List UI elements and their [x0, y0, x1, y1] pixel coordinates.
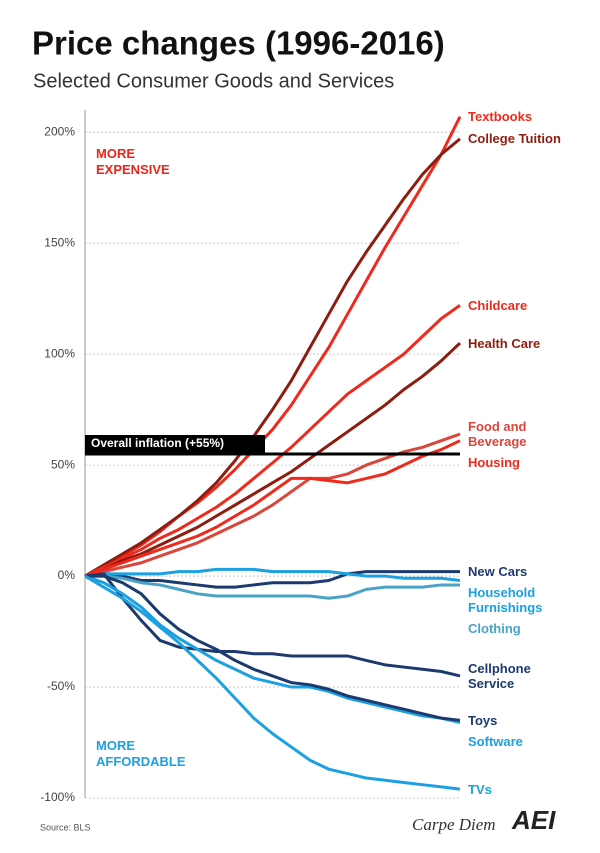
y-tick-label: 150%	[44, 235, 75, 249]
series-line	[84, 115, 462, 578]
series-line	[85, 574, 460, 600]
legend-label: Food and Beverage	[468, 419, 527, 450]
reference-label: Overall inflation (+55%)	[91, 436, 224, 450]
legend-label: Health Care	[468, 335, 541, 351]
reference-label-bg	[85, 435, 265, 453]
chart-subtitle: Selected Consumer Goods and Services	[33, 70, 394, 92]
series-line	[84, 304, 461, 578]
series-line	[84, 574, 461, 725]
series-line	[84, 439, 461, 578]
annotation: MORE AFFORDABLE	[96, 738, 186, 769]
legend-label: New Cars	[468, 564, 528, 580]
legend-label: Childcare	[468, 297, 528, 313]
y-tick-label: 50%	[51, 457, 75, 471]
y-tick-label: 100%	[44, 346, 75, 360]
legend-label: Cellphone Service	[468, 660, 531, 691]
series-line	[84, 341, 462, 578]
series-line	[84, 574, 461, 791]
legend-label: Toys	[468, 712, 498, 728]
legend-label: Household Furnishings	[468, 585, 543, 616]
y-tick-label: 200%	[44, 124, 75, 138]
series-line	[85, 574, 461, 722]
series-line	[84, 567, 461, 582]
chart-title: Price changes (1996-2016)	[32, 25, 445, 62]
legend-label: Housing	[468, 455, 520, 471]
annotation: MORE EXPENSIVE	[96, 146, 170, 177]
y-tick-label: -50%	[47, 679, 75, 693]
legend-label: Textbooks	[468, 109, 533, 125]
series-line	[84, 137, 461, 578]
series-line	[84, 570, 460, 589]
source: Source: BLS	[40, 822, 91, 832]
logo: AEI	[511, 805, 556, 835]
legend-label: Software	[468, 733, 523, 749]
brand: Carpe Diem	[412, 815, 496, 834]
series-line	[84, 572, 461, 678]
y-tick-label: 0%	[58, 568, 76, 582]
y-tick-label: -100%	[40, 790, 75, 804]
legend-label: Clothing	[468, 621, 521, 637]
legend-label: College Tuition	[468, 131, 561, 147]
legend-label: TVs	[468, 781, 492, 797]
